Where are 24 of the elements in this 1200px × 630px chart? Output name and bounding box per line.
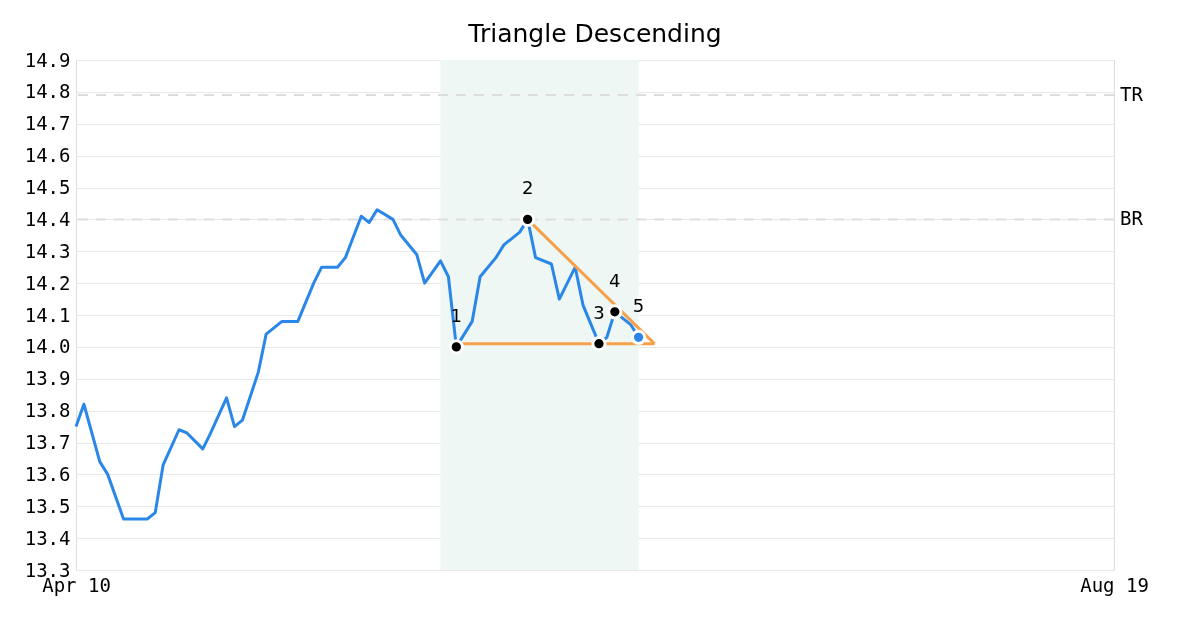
y-tick-label: 13.7 [24,431,71,453]
chart-title: Triangle Descending [467,19,722,48]
y-tick-label: 13.6 [24,462,71,485]
y-tick-label: 14.6 [24,144,71,167]
annotation: 4 [609,269,621,291]
y-tick-label: 14.5 [24,176,71,198]
y-tick-label: 14.4 [24,207,71,230]
annotation: 2 [521,177,534,199]
y-tick-label: 13.5 [24,494,71,517]
annotation: 5 [632,295,645,317]
y-tick-label: 14.0 [24,335,71,358]
y-tick-label: 14.1 [24,303,71,326]
y-tick-label: 13.4 [24,526,71,549]
ref-line-label: BR [1120,207,1144,230]
annotation: 3 [593,301,605,323]
y-tick-label: 13.8 [24,399,71,422]
y-tick-label: 14.9 [24,48,71,71]
y-tick-label: 14.8 [24,80,71,103]
y-tick-label: 14.7 [24,112,71,135]
ref-line-label: TR [1120,83,1144,106]
y-tick-label: 13.9 [24,367,71,390]
x-tick-label: Aug 19 [1080,573,1149,596]
y-tick-label: 14.3 [24,239,71,262]
y-tick-label: 14.2 [24,271,71,294]
